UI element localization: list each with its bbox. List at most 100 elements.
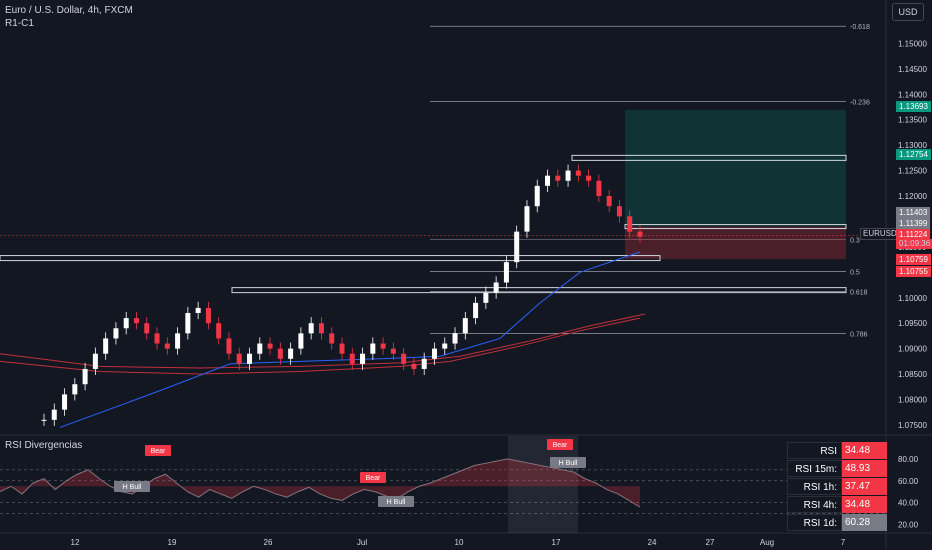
candle-body [401,353,407,364]
y-tick-label: 1.10000 [898,294,927,303]
candle-body [452,333,458,344]
y-tick-label: 1.14000 [898,90,927,99]
candle-body [349,353,355,364]
rsi-table-label: RSI 4h: [787,496,842,513]
rsi-table-label: RSI 1d: [787,514,842,531]
candle-body [103,338,109,354]
candle-body [545,175,551,186]
x-tick-label: 24 [648,538,657,547]
rsi-tick-label: 20.00 [898,521,919,530]
x-tick-label: 10 [455,538,464,547]
price-tag: 1.11224 [896,229,931,240]
rsi-table-label: RSI Current: [787,442,842,474]
fib-label: 0.618 [850,290,868,297]
y-tick-label: 1.13500 [898,116,927,125]
rsi-signal-tag [550,457,586,468]
candle-body [442,343,448,349]
candle-body [82,368,88,385]
candle-body [503,262,509,283]
loss-zone [625,226,846,260]
rsi-signal-label: Bear [151,448,166,455]
candle-body [596,180,602,197]
candle-body [565,170,571,181]
candle-body [555,175,561,181]
rsi-table-value: 34.48 [842,442,887,459]
candle-body [205,307,211,324]
rsi-table-value: 60.28 [842,514,887,531]
candle-body [329,333,335,344]
y-tick-label: 1.15000 [898,39,927,48]
y-tick-label: 1.12000 [898,192,927,201]
rsi-table-row: RSI Current:34.48 [787,442,887,474]
candle-body [185,313,191,334]
rsi-table-row: RSI 4h: 34.48 [787,496,887,513]
candle-body [62,394,68,410]
candle-body [144,323,150,334]
rsi-signal-tag [378,496,414,507]
y-tick-label: 1.09500 [898,319,927,328]
candle-body [627,216,633,232]
candle-body [483,292,489,303]
candle-body [493,282,499,293]
ma-red-2 [0,313,646,369]
rsi-table-value: 34.48 [842,496,887,513]
candle-body [41,419,47,421]
rsi-table-row: RSI 1h: 37.47 [787,478,887,495]
sr-zone [624,224,847,230]
price-tag: 1.12754 [896,149,931,160]
candle-body [72,384,78,395]
rsi-table-label: RSI 15m: [787,460,842,477]
rsi-panel-title: RSI Divergencias [5,440,83,451]
rsi-tick-label: 40.00 [898,499,919,508]
price-tag: 1.10759 [896,254,931,265]
candle-body [195,307,201,314]
indicator-name: R1-C1 [5,18,34,29]
price-tag: 1.11403 [896,207,931,218]
candle-body [431,348,437,359]
candle-body [318,323,324,334]
y-tick-label: 1.13000 [898,141,927,150]
x-tick-label: Jul [357,538,367,547]
fib-label: -0.236 [850,99,870,106]
rsi-table-value: 48.93 [842,460,887,477]
rsi-signal-tag [547,439,573,450]
x-tick-label: 7 [841,538,846,547]
candle-body [390,348,396,354]
profit-zone [625,110,846,227]
ma-blue [59,251,641,428]
candle-body [421,358,427,369]
candle-body [133,318,139,324]
y-tick-label: 1.14500 [898,65,927,74]
candle-body [370,343,376,354]
symbol-tag: EURUSD [860,228,900,240]
candle-body [380,343,386,349]
rsi-signal-tag [114,481,150,492]
price-tag: 1.10755 [896,266,931,277]
x-tick-label: 12 [71,538,80,547]
fib-label: 0.5 [850,269,860,276]
x-tick-label: 19 [168,538,177,547]
rsi-line [0,458,641,508]
sr-zone [231,287,847,294]
rsi-signal-tag [360,472,386,483]
x-tick-label: 27 [706,538,715,547]
y-tick-label: 1.08000 [898,395,927,404]
candle-body [616,206,622,217]
candle-body [175,333,181,349]
candle-body [288,348,294,359]
candle-body [339,343,345,354]
rsi-signal-label: H Bull [559,460,578,467]
rsi-fill [0,458,640,508]
rsi-tick-label: 80.00 [898,455,919,464]
rsi-signal-label: H Bull [123,484,142,491]
fib-label: 0.786 [850,331,868,338]
candle-body [606,196,612,207]
candle-body [247,353,253,364]
currency-button[interactable]: USD [892,3,924,21]
candle-body [164,343,170,349]
candle-body [113,328,119,339]
candle-body [226,338,232,354]
candle-body [524,206,530,232]
